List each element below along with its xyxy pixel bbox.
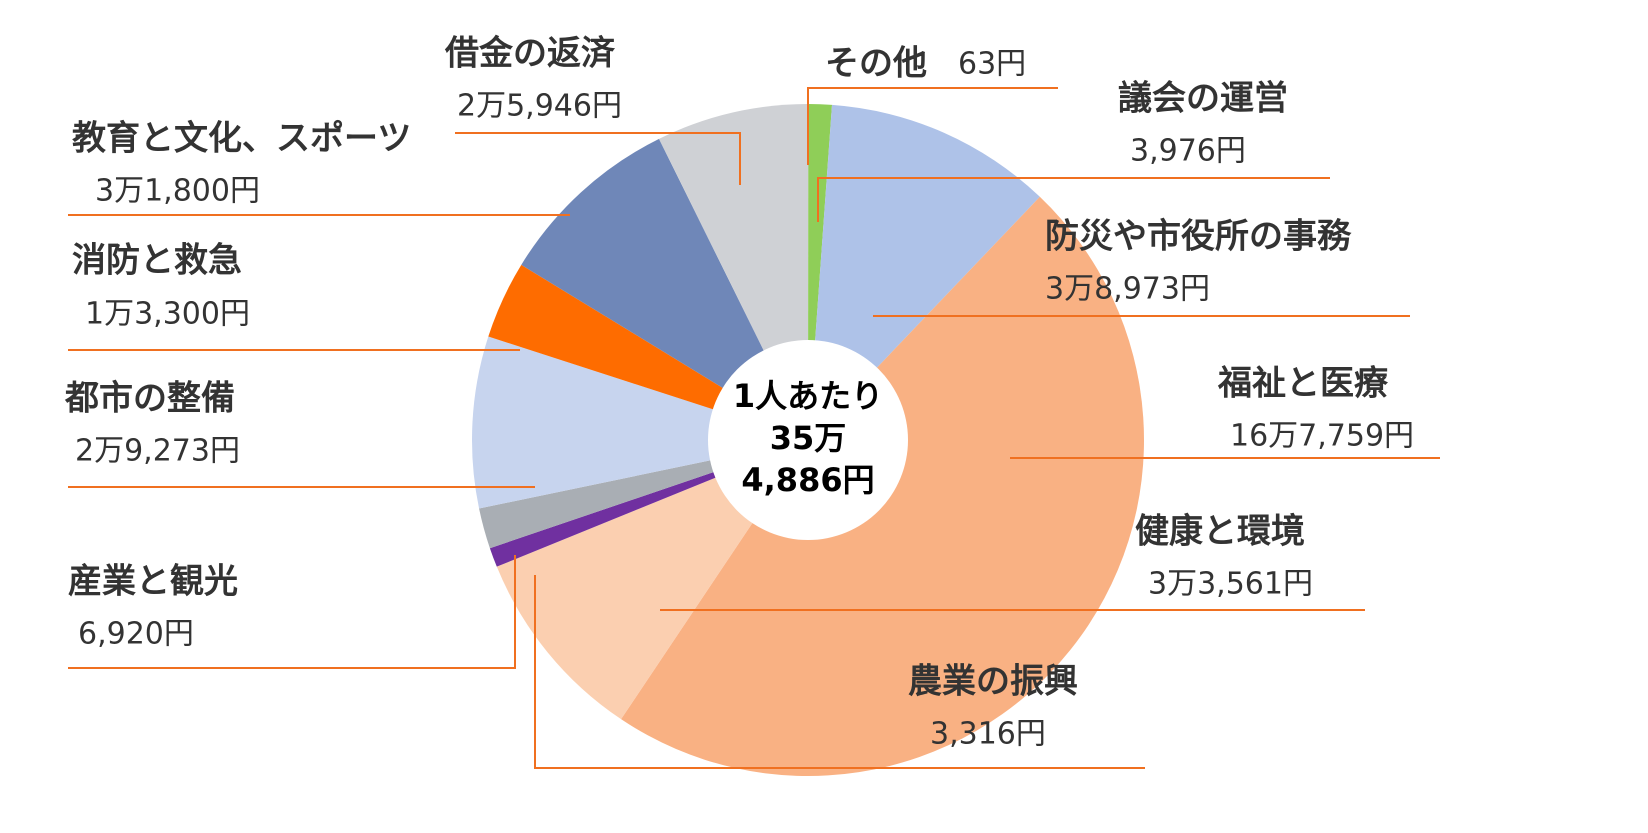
pie-slice	[472, 336, 808, 509]
center-hole	[708, 340, 908, 540]
slice-value: 6,920円	[78, 617, 194, 652]
slice-name: 農業の振興	[908, 662, 1078, 702]
leader-line	[817, 177, 1330, 222]
slice-value: 1万3,300円	[85, 297, 250, 332]
slice-name: 防災や市役所の事務	[1045, 217, 1352, 257]
slice-value: 16万7,759円	[1230, 419, 1414, 454]
slice-value: 2万5,946円	[457, 89, 622, 124]
leader-line	[534, 575, 1145, 769]
slice-name: 産業と観光	[68, 562, 238, 602]
slice-name: 借金の返済	[444, 34, 616, 74]
slice-value: 3万1,800円	[95, 174, 260, 209]
slice-value: 3万3,561円	[1148, 567, 1313, 602]
slice-value: 63円	[958, 47, 1026, 82]
slice-name: 議会の運営	[1118, 79, 1288, 119]
slice-name: 消防と救急	[72, 241, 242, 281]
leader-line	[455, 132, 741, 185]
pie-slice	[521, 138, 808, 440]
center-label: 1人あたり	[733, 377, 883, 415]
slice-value: 3,976円	[1130, 134, 1246, 169]
pie-slice	[496, 440, 808, 720]
center-label: 35万	[770, 419, 847, 457]
slice-value: 3,316円	[930, 717, 1046, 752]
slice-name: 都市の整備	[64, 379, 235, 419]
pie-slice	[808, 104, 1040, 441]
leader-line	[68, 555, 516, 669]
slice-name: その他	[825, 44, 927, 84]
slice-name: 教育と文化、スポーツ	[72, 119, 411, 159]
leader-line	[807, 87, 1058, 165]
slice-name: 福祉と医療	[1217, 364, 1389, 404]
slice-name: 健康と環境	[1135, 512, 1305, 552]
slice-value: 2万9,273円	[75, 434, 240, 469]
center-label: 4,886円	[741, 461, 874, 499]
slice-value: 3万8,973円	[1045, 272, 1210, 307]
